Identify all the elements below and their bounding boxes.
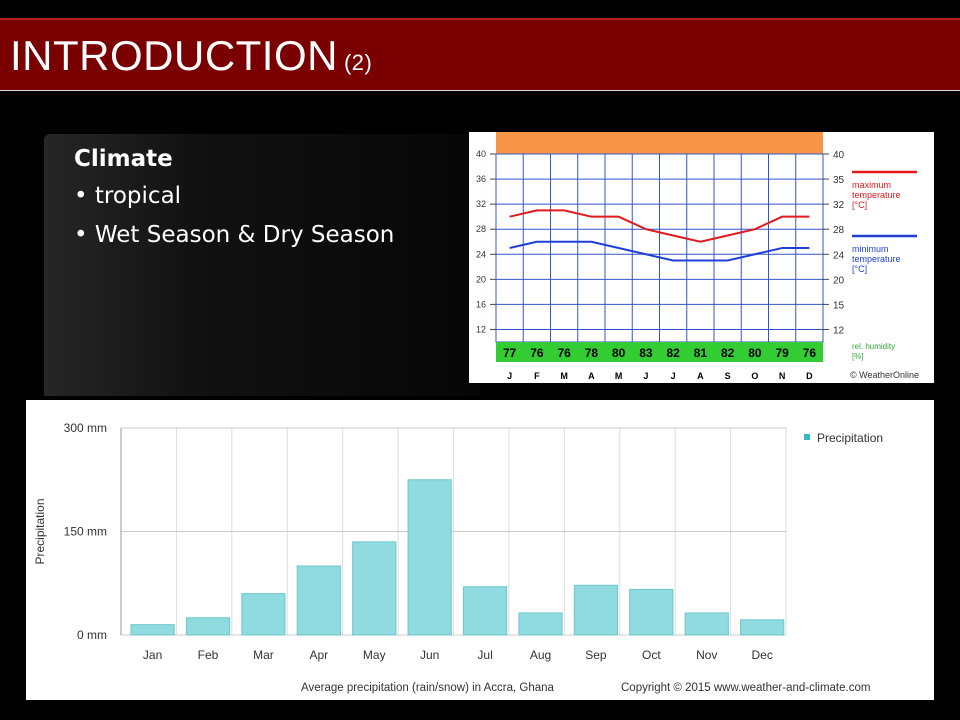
x-tick-label: Oct <box>642 648 661 662</box>
slide-title-text: INTRODUCTION <box>10 32 338 79</box>
slide-title-number: (2) <box>343 50 373 75</box>
x-tick-label: A <box>697 371 704 381</box>
x-tick-label: Dec <box>751 648 772 662</box>
series-line-max <box>509 209 810 243</box>
bar-sep <box>573 584 619 636</box>
x-tick-label: D <box>806 371 813 381</box>
bar-nov <box>684 612 729 636</box>
humidity-band <box>496 342 823 362</box>
precipitation-chart: 300 mm 150 mm 0 mm Precipitation Jan Feb Mar Ap… <box>26 400 934 700</box>
x-tick-label: Jan <box>143 648 162 662</box>
bar-oct <box>629 588 674 636</box>
x-tick-label: Jun <box>420 648 439 662</box>
precipitation-chart-svg: 300 mm 150 mm 0 mm Precipitation Jan Feb Mar Ap… <box>33 421 883 694</box>
bar-jul <box>462 586 508 636</box>
humidity-value: 82 <box>666 346 680 360</box>
humidity-value: 81 <box>694 346 708 360</box>
x-tick-label: May <box>363 648 386 662</box>
x-tick-label: J <box>671 371 676 381</box>
x-tick-label: Feb <box>198 648 219 662</box>
chart-credit: © WeatherOnline <box>850 370 919 380</box>
x-tick-label: Nov <box>696 648 717 662</box>
bar-may <box>352 541 397 636</box>
x-tick-label: J <box>643 371 648 381</box>
temperature-chart-svg: 12 12 16 15 20 20 24 24 28 28 32 32 36 35 40 40 77 76 76 78… <box>476 132 919 381</box>
humidity-value: 82 <box>721 346 735 360</box>
x-tick-label: O <box>751 371 758 381</box>
y-tick-label-right: 40 <box>833 150 845 161</box>
y-tick-label-right: 35 <box>833 175 845 186</box>
bar-jun <box>407 479 452 636</box>
y-tick-label-left: 32 <box>476 199 486 209</box>
x-tick-label: F <box>534 371 540 381</box>
humidity-value: 79 <box>775 346 789 360</box>
temperature-chart: 12 12 16 15 20 20 24 24 28 28 32 32 36 35 40 40 77 76 76 78… <box>469 132 934 383</box>
y-tick-label-left: 24 <box>476 249 486 259</box>
y-axis-label: Precipitation <box>33 498 47 564</box>
climate-textbox: Climate • tropical • Wet Season & Dry Se… <box>44 134 480 396</box>
humidity-value: 76 <box>803 346 817 360</box>
bar-mar <box>241 593 286 636</box>
y-tick-label: 0 mm <box>77 628 107 642</box>
legend-label-humidity: rel. humidity [%] <box>852 342 895 361</box>
bar-dec <box>740 619 785 636</box>
x-tick-label: S <box>725 371 731 381</box>
y-tick-label-right: 12 <box>833 325 845 336</box>
y-tick-label-right: 15 <box>833 300 845 311</box>
bullet-tropical: • tropical <box>74 183 182 209</box>
x-tick-label: N <box>779 371 786 381</box>
chart-caption: Average precipitation (rain/snow) in Acc… <box>301 682 555 694</box>
x-tick-label: Aug <box>530 648 551 662</box>
series-line-min <box>509 240 810 262</box>
legend-label: Precipitation <box>817 431 883 445</box>
humidity-value: 78 <box>585 346 599 360</box>
chart-copyright: Copyright © 2015 www.weather-and-climate… <box>621 682 870 694</box>
bar-feb <box>185 617 231 636</box>
y-tick-label: 150 mm <box>64 525 107 539</box>
climate-heading: Climate <box>74 146 173 172</box>
y-tick-label-left: 16 <box>476 299 486 309</box>
bar-jan <box>130 624 175 636</box>
y-tick-label-left: 28 <box>476 224 486 234</box>
y-tick-label-left: 36 <box>476 174 486 184</box>
x-tick-label: J <box>507 371 512 381</box>
humidity-value: 76 <box>557 346 571 360</box>
legend-label-min: minimum temperature [°C] <box>852 244 901 274</box>
bullet-text: Wet Season & Dry Season <box>94 222 395 248</box>
y-tick-label-left: 12 <box>476 324 486 334</box>
bullet-text: tropical <box>94 183 182 209</box>
top-band <box>496 132 823 154</box>
x-tick-label: Jul <box>477 648 492 662</box>
slide-title: INTRODUCTION (2) <box>10 32 372 80</box>
y-tick-label: 300 mm <box>64 421 107 435</box>
humidity-value: 80 <box>612 346 626 360</box>
x-tick-label: Apr <box>309 648 328 662</box>
y-tick-label-left: 40 <box>476 149 486 159</box>
y-tick-label-right: 24 <box>833 250 845 261</box>
humidity-value: 76 <box>530 346 544 360</box>
bar-apr <box>296 565 341 636</box>
x-tick-label: Sep <box>585 648 607 662</box>
x-tick-label: Mar <box>253 648 274 662</box>
x-tick-label: M <box>615 371 623 381</box>
y-tick-label-right: 32 <box>833 200 845 211</box>
bar-aug <box>518 612 563 636</box>
y-tick-label-left: 20 <box>476 274 486 284</box>
x-tick-label: M <box>560 371 568 381</box>
title-bar: INTRODUCTION (2) <box>0 18 960 91</box>
legend-label-max: maximum temperature [°C] <box>852 180 901 210</box>
legend-swatch <box>804 434 810 440</box>
y-tick-label-right: 20 <box>833 275 845 286</box>
humidity-value: 77 <box>503 346 517 360</box>
humidity-value: 83 <box>639 346 653 360</box>
humidity-value: 80 <box>748 346 762 360</box>
bullet-seasons: • Wet Season & Dry Season <box>74 222 395 248</box>
y-tick-label-right: 28 <box>833 225 845 236</box>
x-tick-label: A <box>588 371 595 381</box>
